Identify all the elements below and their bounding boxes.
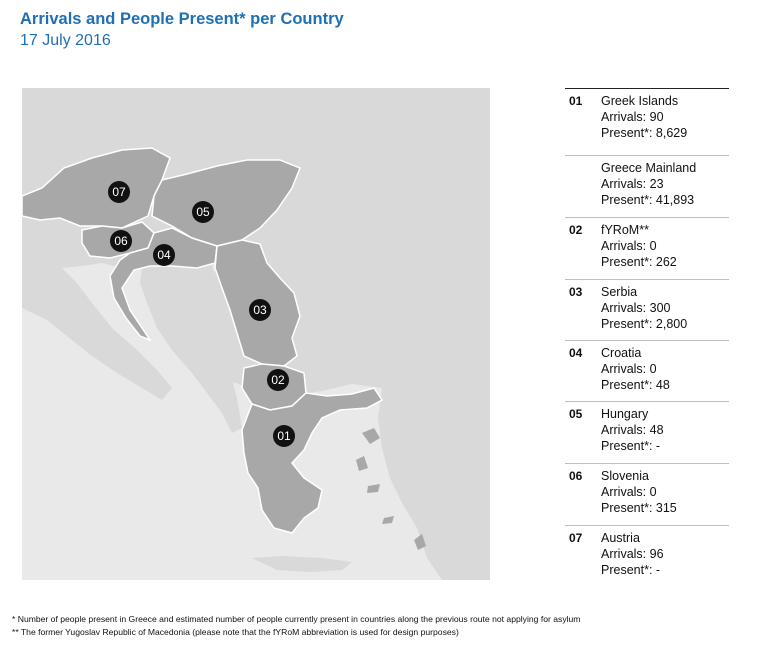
route-map: 07 05 06 04 03 02 01	[22, 88, 490, 580]
legend-number: 02	[569, 223, 583, 237]
legend-arrivals: Arrivals: 90	[601, 110, 664, 124]
legend-country: Greek Islands	[601, 94, 679, 108]
legend-present: Present*: 262	[601, 255, 677, 269]
legend-country: Austria	[601, 531, 640, 545]
legend-present: Present*: 48	[601, 378, 670, 392]
footnote-present-definition: * Number of people present in Greece and…	[12, 614, 581, 624]
legend-present: Present*: 8,629	[601, 126, 688, 140]
legend-number: 07	[569, 531, 583, 545]
legend-row: 02 fYRoM** Arrivals: 0 Present*: 262	[565, 217, 729, 279]
marker-05-label: 05	[196, 205, 210, 219]
marker-07: 07	[108, 181, 130, 203]
marker-03: 03	[249, 299, 271, 321]
marker-04: 04	[153, 244, 175, 266]
legend-number: 05	[569, 407, 583, 421]
legend-country: Croatia	[601, 346, 642, 360]
legend-country: Serbia	[601, 285, 638, 299]
marker-01: 01	[273, 425, 295, 447]
greek-island-lesvos	[362, 428, 380, 444]
legend-country: Hungary	[601, 407, 649, 421]
footnote-fyrom-definition: ** The former Yugoslav Republic of Maced…	[12, 627, 459, 637]
land-bosnia-montenegro-albania	[140, 260, 242, 433]
legend-row: 07 Austria Arrivals: 96 Present*: -	[565, 525, 729, 585]
legend-arrivals: Arrivals: 23	[601, 177, 664, 191]
marker-04-label: 04	[157, 248, 171, 262]
legend-country: Slovenia	[601, 469, 649, 483]
legend-present: Present*: -	[601, 439, 661, 453]
legend-arrivals: Arrivals: 0	[601, 485, 657, 499]
marker-07-label: 07	[112, 185, 126, 199]
marker-06: 06	[110, 230, 132, 252]
legend-arrivals: Arrivals: 96	[601, 547, 664, 561]
country-legend: 01 Greek Islands Arrivals: 90 Present*: …	[565, 88, 729, 585]
marker-05: 05	[192, 201, 214, 223]
legend-present: Present*: 2,800	[601, 317, 688, 331]
land-italy	[22, 260, 172, 400]
legend-country: Greece Mainland	[601, 161, 697, 175]
legend-row: 03 Serbia Arrivals: 300 Present*: 2,800	[565, 279, 729, 340]
marker-03-label: 03	[253, 303, 267, 317]
legend-number: 01	[569, 94, 583, 108]
balkan-route-map-svg: 07 05 06 04 03 02 01	[22, 88, 490, 580]
legend-row: Greece Mainland Arrivals: 23 Present*: 4…	[565, 155, 729, 217]
country-greece	[241, 387, 384, 534]
footnotes: * Number of people present in Greece and…	[12, 613, 580, 639]
land-turkey	[378, 380, 490, 580]
greek-island-kos	[382, 516, 394, 524]
legend-arrivals: Arrivals: 0	[601, 362, 657, 376]
legend-row: 01 Greek Islands Arrivals: 90 Present*: …	[565, 88, 729, 155]
marker-02-label: 02	[271, 373, 285, 387]
marker-02: 02	[267, 369, 289, 391]
country-hungary	[151, 159, 301, 247]
legend-number: 03	[569, 285, 583, 299]
land-crete	[252, 556, 352, 572]
legend-number: 04	[569, 346, 583, 360]
marker-06-label: 06	[114, 234, 128, 248]
greek-island-samos	[367, 484, 380, 493]
marker-01-label: 01	[277, 429, 291, 443]
legend-arrivals: Arrivals: 300	[601, 301, 671, 315]
legend-present: Present*: 315	[601, 501, 677, 515]
country-croatia	[109, 227, 218, 342]
greek-island-rhodes	[414, 534, 426, 550]
legend-arrivals: Arrivals: 0	[601, 239, 657, 253]
legend-country: fYRoM**	[601, 223, 649, 237]
legend-row: 04 Croatia Arrivals: 0 Present*: 48	[565, 340, 729, 401]
report-date: 17 July 2016	[20, 32, 111, 49]
legend-row: 05 Hungary Arrivals: 48 Present*: -	[565, 401, 729, 463]
legend-present: Present*: -	[601, 563, 661, 577]
page-title: Arrivals and People Present* per Country	[20, 10, 344, 28]
greek-island-chios	[356, 456, 368, 471]
legend-arrivals: Arrivals: 48	[601, 423, 664, 437]
legend-number: 06	[569, 469, 583, 483]
legend-number	[565, 160, 601, 214]
legend-row: 06 Slovenia Arrivals: 0 Present*: 315	[565, 463, 729, 525]
legend-present: Present*: 41,893	[601, 193, 695, 207]
